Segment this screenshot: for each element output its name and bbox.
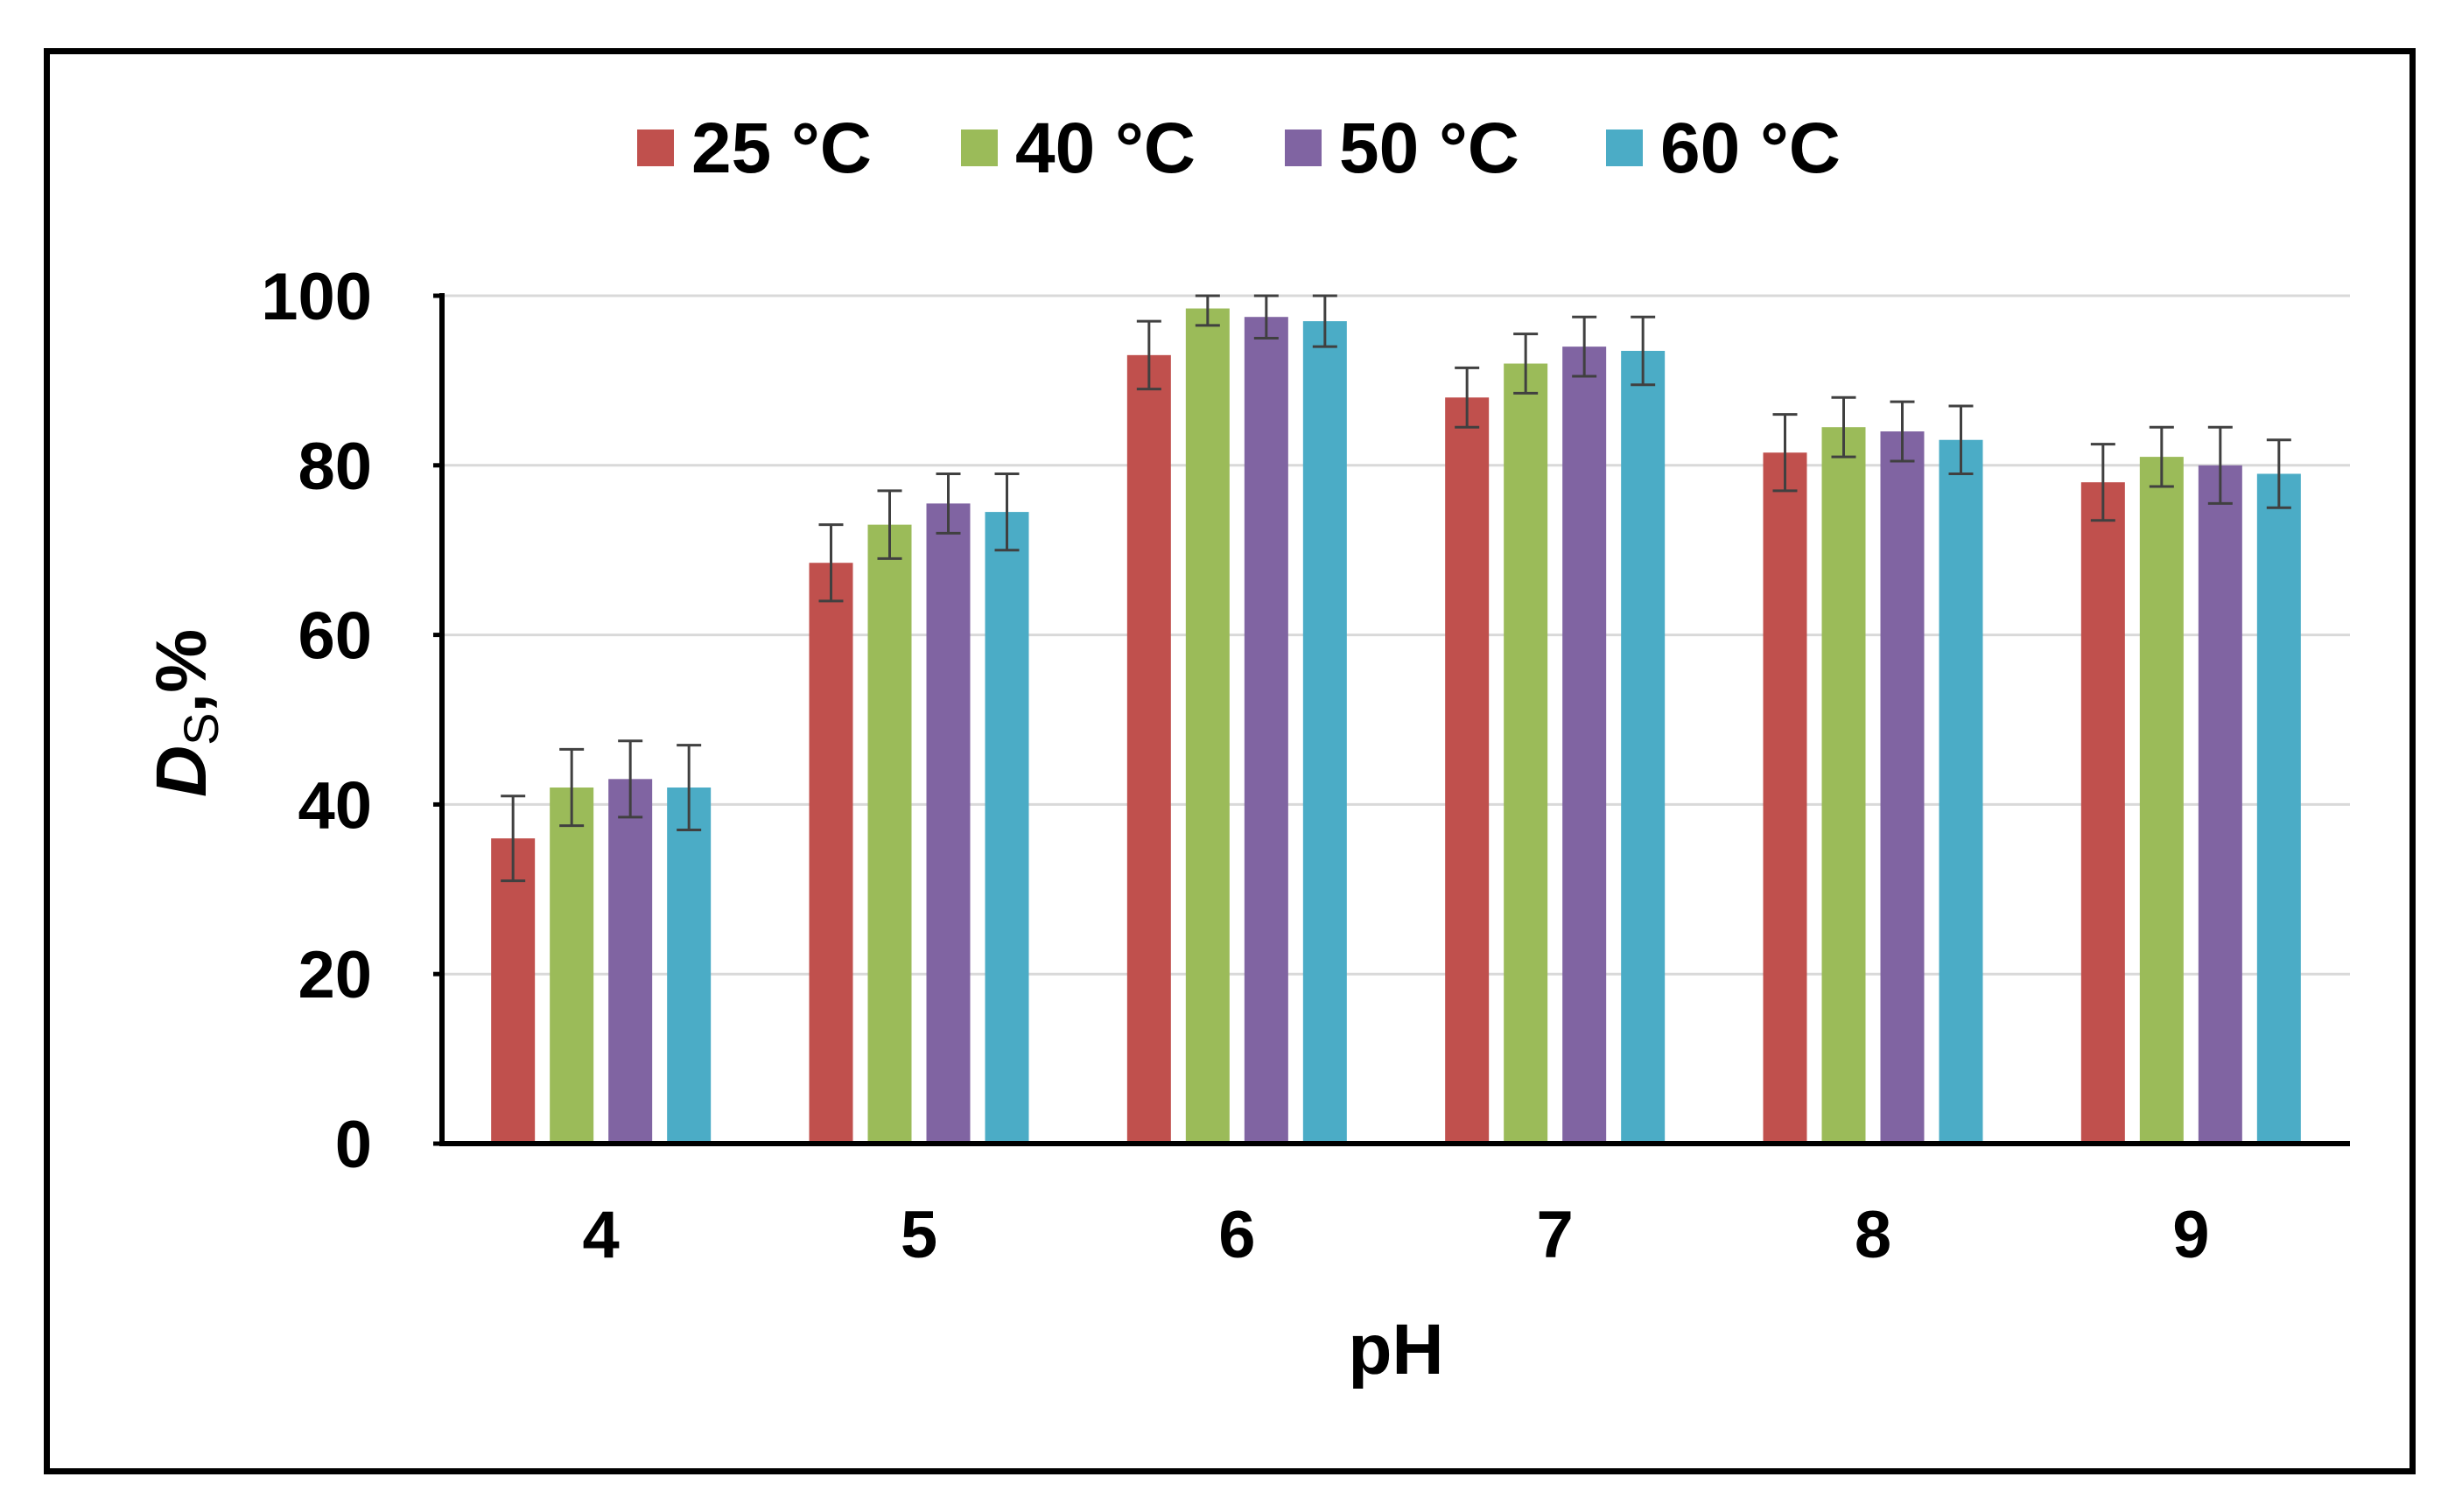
legend-label: 50 °C xyxy=(1339,108,1519,188)
bar xyxy=(1126,354,1171,1144)
y-tick-label: 20 xyxy=(298,938,372,1012)
bar xyxy=(1302,321,1347,1144)
bar xyxy=(1763,452,1807,1144)
bar xyxy=(2198,465,2242,1144)
y-axis-subscript: S xyxy=(173,713,228,746)
bar xyxy=(1880,431,1925,1144)
bar xyxy=(2256,473,2301,1144)
bar xyxy=(1562,346,1607,1144)
bar xyxy=(1939,439,1983,1144)
x-tick-labels: 4 5 6 7 8 9 xyxy=(583,1198,2210,1272)
x-tick-label: 6 xyxy=(1218,1198,1255,1272)
y-tick-label: 40 xyxy=(298,768,372,843)
bar xyxy=(1621,350,1666,1144)
bar xyxy=(1504,363,1548,1144)
bar xyxy=(867,524,912,1144)
error-bars xyxy=(501,294,2291,883)
x-tick-label: 5 xyxy=(901,1198,937,1272)
bar xyxy=(1821,427,1866,1144)
legend-swatch xyxy=(1285,130,1322,166)
x-tick-label: 9 xyxy=(2172,1198,2209,1272)
legend-swatch xyxy=(961,130,998,166)
bar xyxy=(491,838,536,1144)
bar xyxy=(550,788,594,1144)
x-axis-title: pH xyxy=(1348,1310,1443,1390)
bar xyxy=(608,779,653,1144)
bar xyxy=(667,788,712,1144)
legend-swatch xyxy=(1606,130,1643,166)
legend-label: 25 °C xyxy=(691,108,872,188)
y-tick-label: 0 xyxy=(335,1108,372,1182)
bar xyxy=(985,512,1029,1144)
legend: 25 °C 40 °C 50 °C 60 °C xyxy=(637,108,1841,188)
y-tick-label: 80 xyxy=(298,430,372,504)
y-tick-labels: 0 20 40 60 80 100 xyxy=(261,260,372,1182)
bars xyxy=(491,308,2301,1144)
y-tick-label: 60 xyxy=(298,599,372,674)
y-tick-label: 100 xyxy=(261,260,372,334)
legend-swatch xyxy=(637,130,674,166)
y-axis-title: DS,% xyxy=(142,629,228,797)
bar xyxy=(926,503,971,1144)
bar xyxy=(1445,397,1490,1144)
legend-label: 60 °C xyxy=(1660,108,1841,188)
chart-frame xyxy=(44,48,2416,1474)
gridlines xyxy=(433,293,2350,1146)
y-axis-suffix: ,% xyxy=(142,629,221,713)
bar xyxy=(809,563,853,1144)
bar xyxy=(2139,457,2184,1144)
legend-label: 40 °C xyxy=(1015,108,1196,188)
x-tick-label: 7 xyxy=(1537,1198,1574,1272)
x-tick-label: 8 xyxy=(1855,1198,1891,1272)
bar xyxy=(2080,482,2125,1144)
y-axis-symbol: D xyxy=(142,746,221,797)
x-tick-label: 4 xyxy=(583,1198,620,1272)
axes xyxy=(439,293,2350,1146)
bar xyxy=(1185,308,1230,1144)
bar xyxy=(1244,317,1288,1144)
